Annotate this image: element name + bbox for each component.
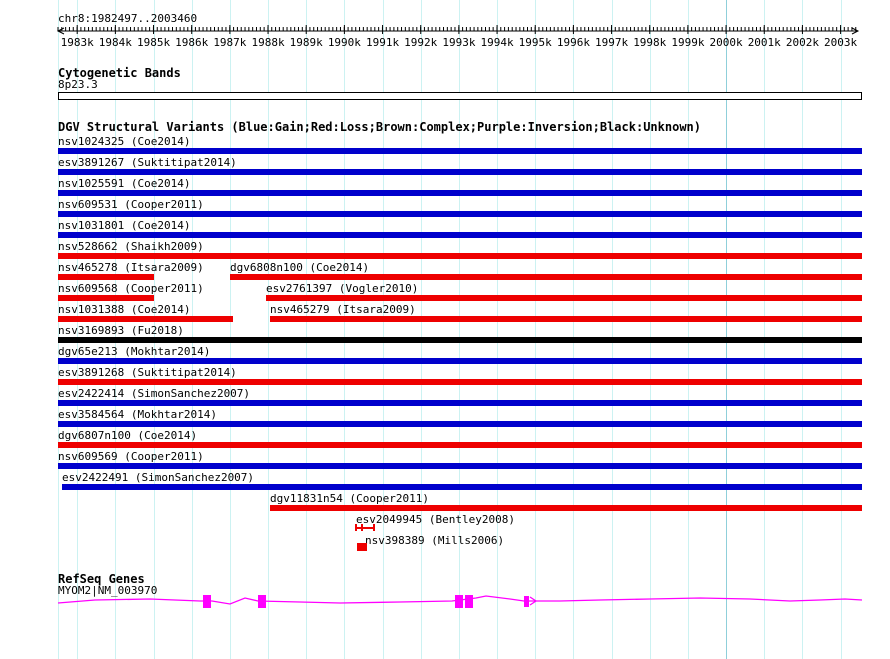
- ruler-tick-label: 1988k: [251, 36, 284, 49]
- ruler-tick-label: 1990k: [328, 36, 361, 49]
- variant-label: esv3584564 (Mokhtar2014): [58, 408, 217, 421]
- variant-bar[interactable]: [62, 484, 862, 490]
- variant-row: nsv465278 (Itsara2009) dgv6808n100 (Coe20…: [0, 261, 890, 284]
- ruler-tick-label: 1994k: [481, 36, 514, 49]
- variant-bar[interactable]: [270, 316, 862, 322]
- cytogenetic-bands-title: Cytogenetic Bands: [58, 66, 181, 80]
- variant-row: dgv11831n54 (Cooper2011): [0, 492, 890, 515]
- variant-bar[interactable]: [58, 358, 862, 364]
- variant-label: nsv609568 (Cooper2011): [58, 282, 204, 295]
- variant-label: esv3891268 (Suktitipat2014): [58, 366, 237, 379]
- cytoband-glyph[interactable]: [58, 92, 862, 100]
- variant-label: dgv65e213 (Mokhtar2014): [58, 345, 211, 358]
- variant-row: nsv1031801 (Coe2014): [0, 219, 890, 242]
- variant-bar[interactable]: [58, 337, 862, 343]
- variant-label: esv2761397 (Vogler2010): [266, 282, 419, 295]
- variant-label: dgv11831n54 (Cooper2011): [270, 492, 429, 505]
- ruler-tick-label: 1987k: [213, 36, 246, 49]
- variant-box[interactable]: [357, 543, 367, 551]
- coordinate-ruler[interactable]: 1983k 1984k 1985k 1986k 1987k 1988k 1989k 1990k…: [0, 22, 890, 52]
- variant-bar[interactable]: [58, 379, 862, 385]
- variant-label: nsv528662 (Shaikh2009): [58, 240, 204, 253]
- ruler-tick-label: 1983k: [61, 36, 94, 49]
- variant-label: nsv609531 (Cooper2011): [58, 198, 204, 211]
- variant-bar[interactable]: [266, 295, 862, 301]
- variant-bar[interactable]: [58, 211, 862, 217]
- region-coordinates-label: chr8:1982497..2003460: [58, 12, 198, 25]
- variant-bar[interactable]: [58, 148, 862, 154]
- cytoband-label: 8p23.3: [58, 78, 98, 91]
- variant-row: esv2049945 (Bentley2008): [0, 513, 890, 536]
- ruler-tick-label: 1998k: [633, 36, 666, 49]
- variant-bar[interactable]: [58, 442, 862, 448]
- variant-label: esv2422414 (SimonSanchez2007): [58, 387, 251, 400]
- variant-label: nsv1031801 (Coe2014): [58, 219, 191, 232]
- ruler-tick-label: 1989k: [290, 36, 323, 49]
- ruler-tick-label: 1984k: [99, 36, 132, 49]
- variant-label: dgv6807n100 (Coe2014): [58, 429, 198, 442]
- ruler-tick-label: 1985k: [137, 36, 170, 49]
- variant-row: dgv65e213 (Mokhtar2014): [0, 345, 890, 368]
- gene-model-glyph[interactable]: [0, 592, 890, 616]
- dgv-variants-title: DGV Structural Variants (Blue:Gain;Red:L…: [58, 120, 701, 134]
- variant-bar[interactable]: [270, 505, 862, 511]
- variant-row: nsv609531 (Cooper2011): [0, 198, 890, 221]
- ruler-tick-label: 1996k: [557, 36, 590, 49]
- variant-label: nsv1031388 (Coe2014): [58, 303, 191, 316]
- variant-bar[interactable]: [58, 400, 862, 406]
- variant-bar[interactable]: [58, 232, 862, 238]
- variant-row: nsv528662 (Shaikh2009): [0, 240, 890, 263]
- variant-label: nsv3169893 (Fu2018): [58, 324, 184, 337]
- ruler-tick-label: 1993k: [442, 36, 475, 49]
- variant-label: nsv609569 (Cooper2011): [58, 450, 204, 463]
- variant-row: esv2422414 (SimonSanchez2007): [0, 387, 890, 410]
- ruler-tick-label: 1997k: [595, 36, 628, 49]
- variant-label: nsv398389 (Mills2006): [365, 534, 505, 547]
- refseq-genes-title: RefSeq Genes: [58, 572, 145, 586]
- variant-range-glyph[interactable]: [355, 524, 375, 531]
- variant-bar[interactable]: [58, 463, 862, 469]
- variant-bar[interactable]: [58, 421, 862, 427]
- variant-row: esv3891267 (Suktitipat2014): [0, 156, 890, 179]
- variant-bar[interactable]: [230, 274, 862, 280]
- variant-label: nsv465278 (Itsara2009): [58, 261, 204, 274]
- variant-row: esv3891268 (Suktitipat2014): [0, 366, 890, 389]
- variant-label: dgv6808n100 (Coe2014): [230, 261, 370, 274]
- variant-row: nsv1031388 (Coe2014) nsv465279 (Itsara200…: [0, 303, 890, 326]
- ruler-tick-label: 2003k: [824, 36, 857, 49]
- variant-bar[interactable]: [58, 316, 233, 322]
- variant-row: nsv398389 (Mills2006): [0, 534, 890, 557]
- variant-label: nsv465279 (Itsara2009): [270, 303, 416, 316]
- ruler-tick-label: 2000k: [710, 36, 743, 49]
- variant-label: esv3891267 (Suktitipat2014): [58, 156, 237, 169]
- variant-row: nsv609569 (Cooper2011): [0, 450, 890, 473]
- variant-row: esv2422491 (SimonSanchez2007): [0, 471, 890, 494]
- ruler-tick-label: 1992k: [404, 36, 437, 49]
- gene-name-label: MYOM2|NM_003970: [58, 584, 158, 597]
- variant-row: nsv1024325 (Coe2014): [0, 135, 890, 158]
- ruler-tick-label: 1995k: [519, 36, 552, 49]
- variant-label: esv2049945 (Bentley2008): [356, 513, 515, 526]
- variant-row: esv3584564 (Mokhtar2014): [0, 408, 890, 431]
- variant-bar[interactable]: [58, 190, 862, 196]
- variant-row: nsv609568 (Cooper2011) esv2761397 (Vogler…: [0, 282, 890, 305]
- ruler-tick-label: 1991k: [366, 36, 399, 49]
- ruler-tick-label: 2001k: [748, 36, 781, 49]
- variant-bar[interactable]: [58, 169, 862, 175]
- ruler-tick-label: 1986k: [175, 36, 208, 49]
- variant-label: nsv1025591 (Coe2014): [58, 177, 191, 190]
- variant-bar[interactable]: [58, 295, 154, 301]
- variant-row: nsv3169893 (Fu2018): [0, 324, 890, 347]
- ruler-tick-label: 1999k: [671, 36, 704, 49]
- variant-row: dgv6807n100 (Coe2014): [0, 429, 890, 452]
- variant-label: esv2422491 (SimonSanchez2007): [62, 471, 255, 484]
- variant-label: nsv1024325 (Coe2014): [58, 135, 191, 148]
- variant-bar[interactable]: [58, 253, 862, 259]
- variant-bar[interactable]: [58, 274, 154, 280]
- variant-row: nsv1025591 (Coe2014): [0, 177, 890, 200]
- ruler-tick-label: 2002k: [786, 36, 819, 49]
